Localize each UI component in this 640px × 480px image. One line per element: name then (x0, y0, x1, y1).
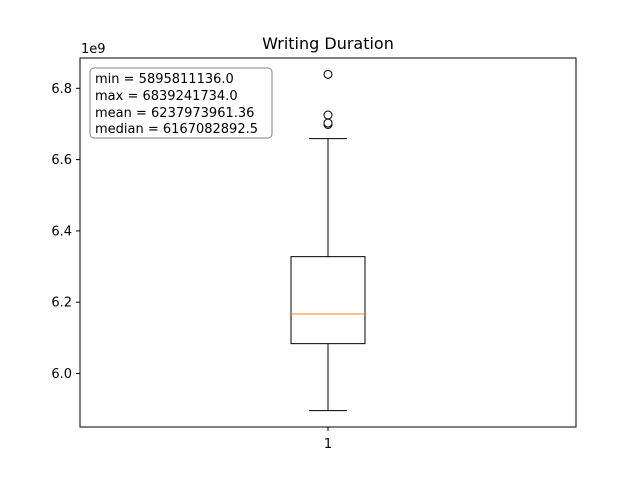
y-axis-offset-label: 1e9 (81, 42, 106, 57)
stats-median-text: median = 6167082892.5 (95, 122, 258, 137)
plot-frame (79, 57, 577, 428)
stats-max-text: max = 6839241734.0 (95, 89, 238, 104)
iqr-box (290, 256, 366, 345)
stats-min-text: min = 5895811136.0 (95, 72, 234, 87)
chart-title: Writing Duration (262, 34, 394, 53)
outlier-point (323, 69, 333, 79)
y-tick-label: 6.0 (51, 367, 72, 382)
outlier-point (323, 110, 333, 120)
stats-annotation: min = 5895811136.0 max = 6839241734.0 me… (89, 67, 273, 139)
outlier-point (323, 118, 333, 128)
y-tick-label: 6.6 (51, 153, 72, 168)
y-tick-label: 6.2 (51, 296, 72, 311)
stats-annotation-box (89, 67, 273, 139)
stats-mean-text: mean = 6237973961.36 (95, 106, 254, 121)
plot-area: 6.0 6.2 6.4 6.6 6.8 1 (51, 69, 366, 452)
y-tick-label: 6.4 (51, 224, 72, 239)
y-tick-label: 6.8 (51, 82, 72, 97)
x-tick-label: 1 (324, 437, 332, 452)
